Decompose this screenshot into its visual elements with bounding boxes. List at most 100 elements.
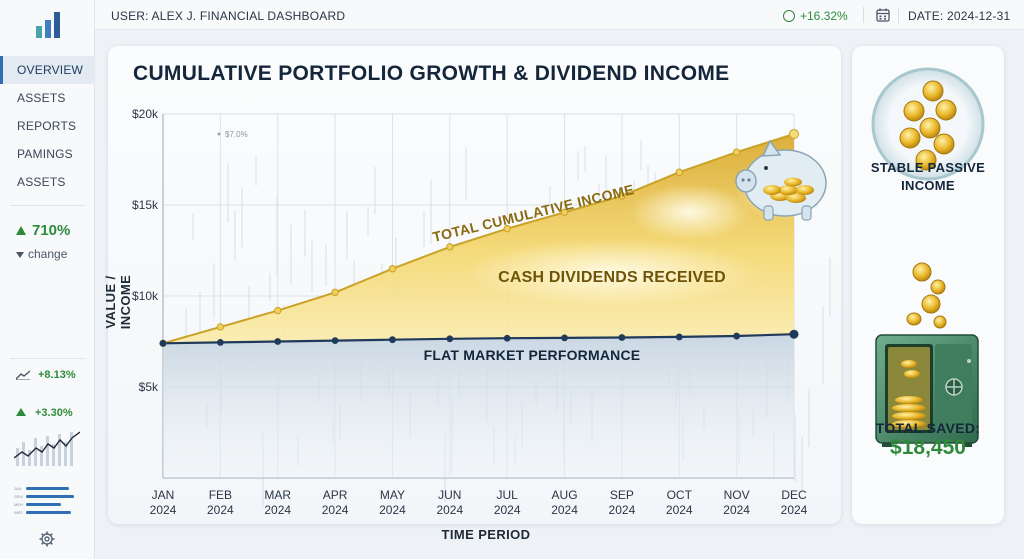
header-divider: [863, 7, 864, 23]
market-point[interactable]: [446, 335, 454, 343]
income-point[interactable]: [560, 208, 569, 216]
market-point[interactable]: [733, 332, 741, 340]
background-candle: [234, 210, 236, 261]
piggy-bank-icon: [734, 139, 830, 221]
x-tick-label: JUL: [497, 488, 519, 502]
income-point[interactable]: [331, 288, 339, 297]
income-point[interactable]: [216, 323, 225, 331]
background-candle: [808, 388, 810, 447]
sidebar-item-pamings[interactable]: PAMINGS: [17, 147, 73, 161]
right-panel-illustrations: [871, 67, 985, 447]
sidebar-item-overview[interactable]: OVERVIEW: [0, 56, 95, 84]
flat-market-line: [162, 333, 795, 345]
market-point[interactable]: [274, 338, 282, 345]
market-point[interactable]: [789, 329, 799, 339]
income-point[interactable]: [503, 224, 511, 233]
total-income-line: [162, 133, 795, 345]
market-point[interactable]: [159, 339, 167, 347]
sidebar-divider: [10, 205, 85, 206]
mini-bar: [26, 486, 69, 490]
up-triangle-icon: [16, 408, 26, 416]
background-candle: [465, 147, 467, 201]
x-tick-year: 2024: [666, 503, 693, 517]
income-point[interactable]: [274, 306, 282, 315]
sidebar-divider: [10, 358, 85, 359]
sidebar-nav: OVERVIEW ASSETS REPORTS PAMINGS ASSETS: [0, 56, 95, 196]
sidebar: OVERVIEW ASSETS REPORTS PAMINGS ASSETS 7…: [0, 0, 95, 559]
settings-gear-icon[interactable]: [39, 531, 55, 547]
top-header: USER: ALEX J. FINANCIAL DASHBOARD +16.32…: [95, 0, 1024, 30]
mini-bar-label: SEM: [14, 493, 23, 499]
x-tick-label: AUG: [552, 488, 578, 502]
mini-bar: [26, 494, 74, 498]
mini-bar-label: WEF: [14, 509, 23, 515]
cash-dividends-label: CASH DIVIDENDS RECEIVED: [498, 269, 726, 286]
market-point[interactable]: [216, 339, 224, 346]
background-candle: [367, 207, 369, 236]
y-axis-label: VALUE / INCOME: [103, 274, 133, 330]
background-candle: [290, 224, 292, 285]
x-tick-year: 2024: [150, 503, 177, 517]
income-point[interactable]: [446, 243, 454, 251]
chart-title: CUMULATIVE PORTFOLIO GROWTH & DIVIDEND I…: [133, 62, 730, 85]
area-glow: [630, 184, 750, 240]
market-point[interactable]: [675, 333, 683, 341]
coin-stack-icon: [871, 67, 985, 181]
background-candle: [577, 151, 579, 182]
mini-bar: [26, 510, 71, 514]
sidebar-stat-2: +3.30%: [16, 407, 73, 419]
mini-bar-label: JAN: [14, 485, 22, 491]
area-glow: [462, 239, 762, 307]
stable-income-line1: STABLE PASSIVE: [870, 160, 986, 175]
down-triangle-icon: [16, 251, 24, 258]
income-point[interactable]: [388, 265, 397, 273]
mini-bar-label: MEH: [14, 501, 23, 507]
flat-market-label: FLAT MARKET PERFORMANCE: [424, 347, 641, 363]
background-candle: [549, 186, 551, 208]
annotation-dot: [217, 132, 221, 136]
background-candle: [199, 291, 201, 339]
x-tick-year: 2024: [207, 503, 234, 517]
sidebar-stat-value: 710%: [32, 222, 71, 239]
sidebar-stat-2-value: +3.30%: [35, 407, 73, 419]
background-candle: [311, 239, 313, 292]
y-tick-label: $15k: [132, 198, 159, 212]
market-point[interactable]: [389, 336, 396, 344]
logo-bars-icon: [36, 12, 60, 38]
header-divider: [898, 7, 899, 23]
background-candle: [213, 263, 215, 319]
income-point[interactable]: [789, 129, 799, 140]
background-candle: [185, 308, 187, 358]
income-point[interactable]: [732, 148, 741, 156]
market-point[interactable]: [618, 334, 626, 341]
market-point[interactable]: [503, 334, 511, 342]
sidebar-item-assets[interactable]: ASSETS: [17, 91, 66, 105]
background-candle: [794, 414, 796, 482]
safe-vault-icon: [875, 334, 979, 447]
sidebar-item-reports[interactable]: REPORTS: [17, 119, 77, 133]
background-candle: [584, 146, 586, 172]
y-tick-label: $10k: [132, 289, 159, 303]
background-candle: [248, 286, 250, 340]
market-point[interactable]: [561, 334, 568, 342]
mini-bar-row: WEF: [14, 508, 80, 516]
income-point[interactable]: [618, 192, 626, 200]
trend-line-icon: [16, 370, 30, 381]
header-change-value: +16.32%: [800, 9, 848, 23]
calendar-icon[interactable]: [876, 8, 890, 22]
income-point[interactable]: [675, 168, 683, 176]
header-title: USER: ALEX J. FINANCIAL DASHBOARD: [111, 9, 346, 23]
sidebar-stat-change: change: [16, 247, 67, 261]
x-axis-label: TIME PERIOD: [441, 527, 531, 542]
market-point[interactable]: [331, 337, 339, 344]
falling-coins-icon: [906, 262, 947, 329]
background-candle: [374, 167, 376, 215]
background-candle: [640, 140, 642, 171]
y-tick-label: $20k: [132, 107, 159, 121]
sidebar-stat-label: change: [28, 247, 68, 261]
x-tick-year: 2024: [322, 503, 349, 517]
y-tick-label: $5k: [139, 380, 159, 394]
background-candle: [325, 245, 327, 287]
sidebar-item-assets-2[interactable]: ASSETS: [17, 175, 66, 189]
x-tick-year: 2024: [781, 503, 808, 517]
